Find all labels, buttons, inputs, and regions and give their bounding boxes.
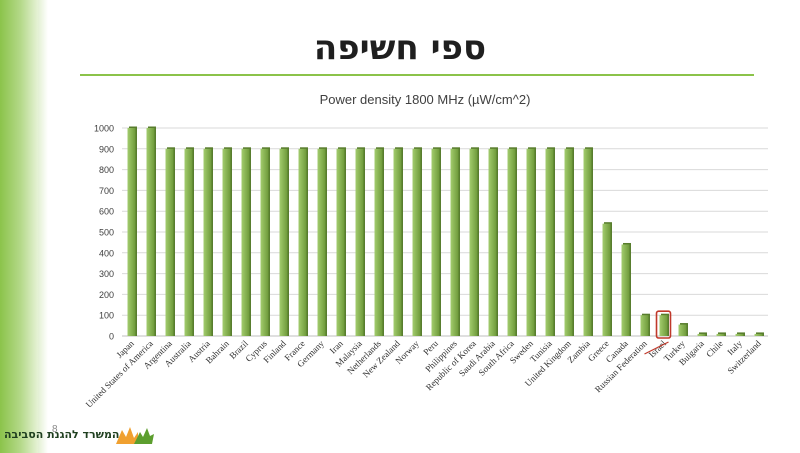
bar xyxy=(336,148,345,336)
accent-bar xyxy=(0,0,38,453)
y-tick-label: 200 xyxy=(99,290,114,300)
bar xyxy=(317,148,326,336)
bar xyxy=(165,148,174,336)
bar xyxy=(488,148,497,336)
title-divider xyxy=(80,74,754,76)
y-tick-label: 800 xyxy=(99,165,114,175)
y-tick-label: 300 xyxy=(99,269,114,279)
y-tick-label: 700 xyxy=(99,186,114,196)
bar xyxy=(526,148,535,336)
bar xyxy=(507,148,516,336)
bar xyxy=(260,148,269,336)
highlight-underline xyxy=(644,341,669,355)
slide-title: ספי חשיפה xyxy=(313,28,487,68)
bar xyxy=(127,128,136,336)
bar xyxy=(640,315,649,336)
bar xyxy=(203,148,212,336)
y-tick-label: 400 xyxy=(99,248,114,258)
highlight-box xyxy=(655,310,672,339)
y-tick-label: 600 xyxy=(99,207,114,217)
bar xyxy=(222,148,231,336)
bar xyxy=(659,315,668,336)
bar xyxy=(564,148,573,336)
bar xyxy=(754,333,763,336)
bar xyxy=(602,223,611,336)
bar xyxy=(716,333,725,336)
y-tick-label: 1000 xyxy=(94,124,114,134)
bar xyxy=(678,324,687,336)
y-tick-label: 500 xyxy=(99,228,114,238)
y-tick-label: 0 xyxy=(109,332,114,342)
bar xyxy=(146,128,155,336)
bar xyxy=(735,333,744,336)
bar xyxy=(374,148,383,336)
ministry-name: המשרד להגנת הסביבה xyxy=(4,428,120,441)
bar xyxy=(431,148,440,336)
bar xyxy=(469,148,478,336)
bar xyxy=(412,148,421,336)
ministry-logo-icon xyxy=(116,427,154,444)
bar xyxy=(184,148,193,336)
page-number: 8 xyxy=(52,424,58,435)
bar xyxy=(450,148,459,336)
bar xyxy=(279,148,288,336)
y-tick-label: 100 xyxy=(99,311,114,321)
accent-strip xyxy=(38,0,48,453)
bar xyxy=(583,148,592,336)
bar xyxy=(241,148,250,336)
bar xyxy=(621,244,630,336)
bar xyxy=(355,148,364,336)
bar xyxy=(697,333,706,336)
x-tick-label: Chile xyxy=(704,338,725,359)
chart-title: Power density 1800 MHz (µW/cm^2) xyxy=(320,92,531,107)
bar xyxy=(393,148,402,336)
bar xyxy=(545,148,554,336)
y-tick-label: 900 xyxy=(99,144,114,154)
bar xyxy=(298,148,307,336)
